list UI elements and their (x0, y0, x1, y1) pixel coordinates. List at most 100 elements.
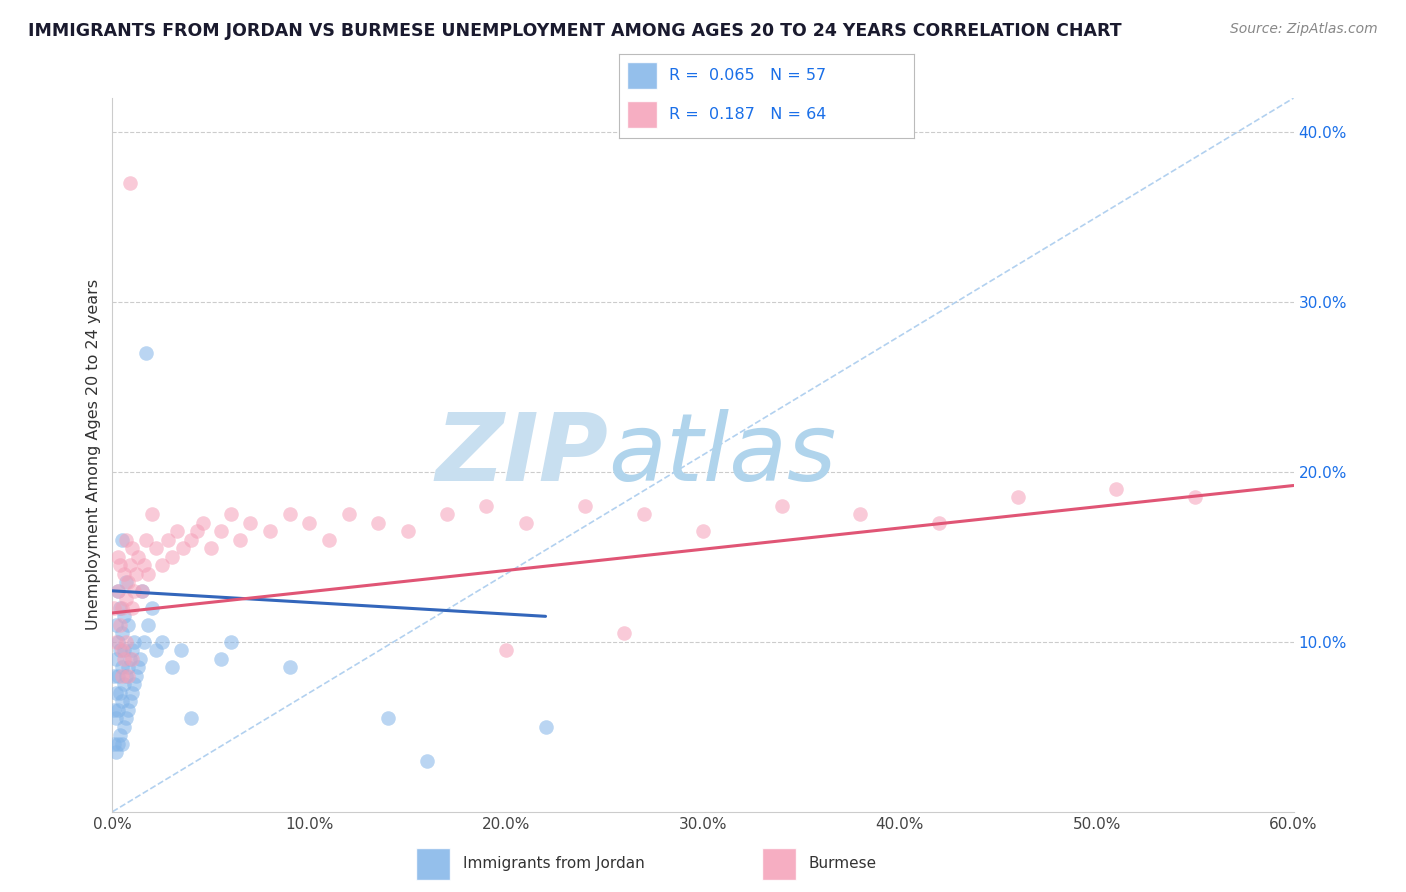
Point (135, 533, 157, 547)
Point (1105, 482, 1128, 496)
Point (160, 660, 183, 674)
Point (495, 643, 517, 657)
Point (278, 508, 301, 522)
Point (239, 516, 262, 530)
Point (136, 566, 159, 581)
Point (416, 754, 439, 768)
Point (132, 635, 155, 649)
Point (166, 524, 188, 539)
Point (111, 737, 134, 751)
Point (770, 499, 793, 513)
Point (103, 600, 125, 615)
Point (111, 626, 134, 640)
Point (298, 516, 321, 530)
Point (112, 566, 135, 581)
Point (110, 728, 132, 742)
Point (180, 711, 202, 725)
Point (191, 516, 214, 530)
Point (107, 703, 129, 717)
Point (120, 652, 142, 666)
Point (112, 609, 135, 624)
Text: ZIP: ZIP (436, 409, 609, 501)
Point (107, 549, 129, 564)
Text: Immigrants from Jordan: Immigrants from Jordan (463, 855, 644, 871)
Point (121, 643, 143, 657)
Point (692, 524, 714, 539)
Point (278, 660, 301, 674)
Point (574, 499, 596, 513)
Point (150, 558, 173, 573)
Point (219, 635, 242, 649)
Point (110, 617, 132, 632)
Point (115, 711, 138, 725)
Point (107, 635, 129, 649)
Point (436, 508, 458, 522)
Point (107, 737, 129, 751)
Y-axis label: Unemployment Among Ages 20 to 24 years: Unemployment Among Ages 20 to 24 years (86, 279, 101, 631)
Point (127, 549, 149, 564)
Point (209, 652, 232, 666)
Point (115, 592, 138, 607)
Point (107, 669, 129, 683)
Point (170, 643, 193, 657)
Point (122, 635, 145, 649)
Point (156, 533, 179, 547)
Point (160, 549, 183, 564)
Point (136, 617, 159, 632)
Point (111, 533, 134, 547)
Point (515, 516, 537, 530)
Point (112, 643, 135, 657)
Point (121, 541, 143, 556)
Point (318, 533, 340, 547)
Point (110, 600, 132, 615)
Point (110, 558, 132, 573)
Point (135, 346, 157, 360)
Point (117, 669, 139, 683)
Point (367, 516, 389, 530)
Point (117, 703, 139, 717)
Point (145, 541, 167, 556)
Point (127, 660, 149, 674)
Point (141, 600, 163, 615)
Point (120, 176, 142, 190)
Text: R =  0.187   N = 64: R = 0.187 N = 64 (669, 107, 827, 122)
Point (112, 677, 135, 691)
Point (112, 652, 135, 666)
Point (219, 508, 242, 522)
Point (121, 600, 143, 615)
Point (125, 669, 148, 683)
Point (229, 533, 252, 547)
Point (849, 508, 872, 522)
Point (172, 541, 194, 556)
Point (105, 686, 128, 700)
Point (1184, 491, 1206, 505)
Point (117, 660, 139, 674)
Point (107, 583, 129, 598)
Point (186, 524, 208, 539)
Point (120, 694, 142, 708)
Point (111, 643, 134, 657)
Point (928, 516, 950, 530)
Point (180, 533, 202, 547)
Point (209, 524, 232, 539)
Text: atlas: atlas (609, 409, 837, 500)
Bar (627, 101, 657, 128)
Text: Source: ZipAtlas.com: Source: ZipAtlas.com (1230, 22, 1378, 37)
Point (613, 626, 636, 640)
Bar (627, 62, 657, 89)
Point (120, 558, 142, 573)
Point (337, 508, 360, 522)
Point (396, 524, 419, 539)
Text: R =  0.065   N = 57: R = 0.065 N = 57 (669, 68, 825, 83)
Point (112, 720, 135, 734)
Point (377, 711, 399, 725)
Point (117, 617, 139, 632)
Point (115, 669, 138, 683)
Point (105, 635, 128, 649)
Point (122, 677, 145, 691)
Point (131, 583, 153, 598)
Bar (416, 848, 450, 880)
Point (105, 745, 128, 759)
Point (110, 643, 132, 657)
Bar (762, 848, 796, 880)
